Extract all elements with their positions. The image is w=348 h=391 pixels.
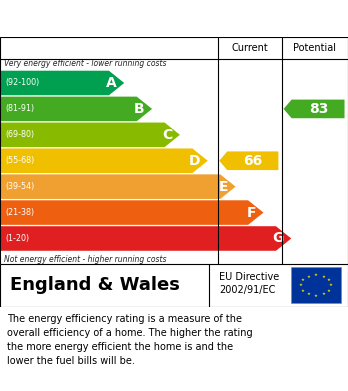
Text: E: E [219, 179, 228, 194]
Text: (81-91): (81-91) [5, 104, 34, 113]
Text: ★: ★ [322, 292, 325, 296]
Text: (55-68): (55-68) [5, 156, 34, 165]
Text: (21-38): (21-38) [5, 208, 34, 217]
Text: ★: ★ [314, 273, 318, 277]
Text: (39-54): (39-54) [5, 182, 34, 191]
Text: ★: ★ [329, 283, 333, 287]
Text: ★: ★ [322, 274, 325, 279]
Text: Not energy efficient - higher running costs: Not energy efficient - higher running co… [4, 255, 167, 264]
Text: (1-20): (1-20) [5, 234, 29, 243]
Text: 66: 66 [244, 154, 263, 168]
Text: ★: ★ [306, 292, 310, 296]
Text: B: B [134, 102, 145, 116]
Polygon shape [1, 174, 236, 199]
Text: Energy Efficiency Rating: Energy Efficiency Rating [10, 11, 220, 26]
Text: ★: ★ [301, 278, 304, 282]
Text: The energy efficiency rating is a measure of the
overall efficiency of a home. T: The energy efficiency rating is a measur… [7, 314, 253, 366]
Polygon shape [284, 100, 345, 118]
Text: A: A [106, 76, 117, 90]
Polygon shape [1, 149, 208, 173]
Text: England & Wales: England & Wales [10, 276, 180, 294]
Text: C: C [163, 128, 173, 142]
Text: ★: ★ [327, 278, 331, 282]
Text: 83: 83 [309, 102, 328, 116]
FancyBboxPatch shape [291, 267, 341, 303]
Text: EU Directive
2002/91/EC: EU Directive 2002/91/EC [219, 272, 279, 295]
Text: ★: ★ [301, 289, 304, 292]
Text: (92-100): (92-100) [5, 79, 39, 88]
Text: F: F [247, 206, 256, 220]
Text: G: G [272, 231, 284, 246]
Text: (69-80): (69-80) [5, 130, 34, 139]
Text: ★: ★ [314, 294, 318, 298]
Text: Potential: Potential [293, 43, 337, 53]
Polygon shape [219, 151, 278, 170]
Polygon shape [1, 71, 124, 95]
Text: Very energy efficient - lower running costs: Very energy efficient - lower running co… [4, 59, 167, 68]
Text: ★: ★ [306, 274, 310, 279]
Polygon shape [1, 97, 152, 121]
Text: ★: ★ [327, 289, 331, 292]
Text: ★: ★ [299, 283, 303, 287]
Polygon shape [1, 122, 180, 147]
Polygon shape [1, 200, 263, 225]
Text: D: D [189, 154, 200, 168]
Text: Current: Current [231, 43, 268, 53]
Polygon shape [1, 226, 291, 251]
